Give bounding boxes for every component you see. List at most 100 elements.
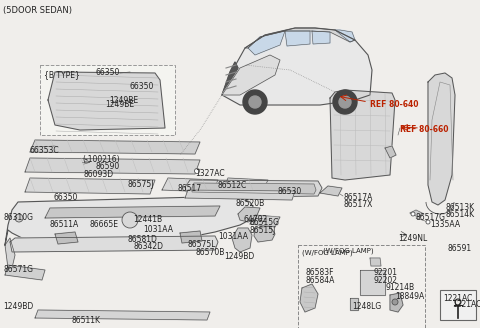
Text: 64702: 64702	[243, 215, 267, 224]
Text: {B TYPE}: {B TYPE}	[44, 70, 80, 79]
Text: 86515J: 86515J	[250, 226, 276, 235]
Polygon shape	[222, 55, 280, 95]
Text: 86511K: 86511K	[72, 316, 101, 325]
Text: 91214B: 91214B	[385, 283, 414, 292]
Text: 86581D: 86581D	[128, 235, 158, 244]
Polygon shape	[48, 72, 165, 130]
Text: 86575J: 86575J	[127, 180, 154, 189]
Polygon shape	[312, 31, 330, 44]
Polygon shape	[320, 186, 342, 196]
Text: 86513K: 86513K	[446, 203, 475, 212]
Bar	[40, 65, 175, 135]
Polygon shape	[232, 228, 252, 252]
Polygon shape	[5, 265, 45, 280]
Circle shape	[122, 212, 138, 228]
Text: 1031AA: 1031AA	[218, 232, 248, 241]
Polygon shape	[55, 232, 78, 244]
Text: 66353C: 66353C	[29, 146, 59, 155]
Text: 86517: 86517	[178, 184, 202, 193]
Polygon shape	[335, 30, 355, 42]
Text: 1249BD: 1249BD	[224, 252, 254, 261]
Text: 12441B: 12441B	[133, 215, 162, 224]
Polygon shape	[25, 158, 200, 174]
Text: 86517A: 86517A	[343, 193, 372, 202]
Text: 1327AC: 1327AC	[195, 169, 225, 178]
Circle shape	[249, 96, 261, 108]
Text: 1249BD: 1249BD	[3, 302, 33, 311]
Text: 86520B: 86520B	[235, 199, 264, 208]
Text: 86530: 86530	[278, 187, 302, 196]
Text: 1221AC: 1221AC	[443, 294, 472, 303]
Polygon shape	[360, 270, 385, 295]
Polygon shape	[410, 210, 424, 217]
Text: 86583F: 86583F	[305, 268, 334, 277]
Text: 86517X: 86517X	[343, 200, 372, 209]
Polygon shape	[350, 298, 358, 310]
Text: 66350: 66350	[130, 82, 155, 91]
Text: (W/FOG LAMP): (W/FOG LAMP)	[302, 249, 353, 256]
Polygon shape	[185, 190, 295, 200]
Text: 86512C: 86512C	[218, 181, 247, 190]
Polygon shape	[5, 238, 15, 268]
Polygon shape	[248, 31, 285, 55]
Polygon shape	[428, 73, 455, 205]
Polygon shape	[162, 178, 218, 192]
Text: 66350: 66350	[95, 68, 120, 77]
Polygon shape	[285, 31, 310, 46]
Circle shape	[243, 90, 267, 114]
Text: 1249BE: 1249BE	[109, 96, 138, 105]
Polygon shape	[370, 258, 381, 266]
Polygon shape	[185, 180, 322, 198]
Polygon shape	[25, 178, 155, 194]
Circle shape	[455, 299, 461, 305]
Text: 86584A: 86584A	[305, 276, 335, 285]
Polygon shape	[300, 284, 318, 312]
Circle shape	[15, 214, 23, 222]
Text: 86342D: 86342D	[134, 242, 164, 251]
Text: 86665E: 86665E	[90, 220, 119, 229]
Text: 86575L: 86575L	[188, 240, 216, 249]
Polygon shape	[245, 28, 355, 48]
Circle shape	[194, 169, 200, 174]
Polygon shape	[222, 62, 238, 95]
Polygon shape	[390, 293, 403, 312]
Polygon shape	[30, 140, 200, 154]
Text: 86093D: 86093D	[84, 170, 114, 179]
Text: (-100216): (-100216)	[82, 155, 120, 164]
Text: 1221AC: 1221AC	[452, 300, 480, 309]
Text: 86590: 86590	[95, 162, 119, 171]
Text: 86514K: 86514K	[446, 210, 475, 219]
Circle shape	[333, 90, 357, 114]
Polygon shape	[385, 146, 396, 158]
Bar	[298, 245, 425, 328]
Polygon shape	[5, 196, 255, 245]
Text: 66350: 66350	[54, 193, 78, 202]
Text: (5DOOR SEDAN): (5DOOR SEDAN)	[3, 6, 72, 15]
Polygon shape	[45, 206, 220, 218]
Polygon shape	[250, 215, 280, 227]
Text: 1249NL: 1249NL	[398, 234, 427, 243]
Text: 86571G: 86571G	[3, 265, 33, 274]
Text: 18849A: 18849A	[395, 292, 424, 301]
Polygon shape	[238, 207, 260, 222]
Text: 86310G: 86310G	[3, 213, 33, 222]
Circle shape	[392, 299, 398, 305]
Polygon shape	[330, 90, 395, 180]
Polygon shape	[35, 310, 210, 320]
Polygon shape	[10, 236, 218, 252]
Polygon shape	[180, 231, 202, 243]
Circle shape	[339, 96, 351, 108]
Polygon shape	[192, 183, 316, 194]
Text: 92201: 92201	[373, 268, 397, 277]
Text: (W/FOG LAMP): (W/FOG LAMP)	[323, 247, 373, 254]
Text: 86511A: 86511A	[50, 220, 79, 229]
Bar	[440, 290, 476, 320]
Polygon shape	[254, 226, 275, 242]
Circle shape	[411, 212, 415, 216]
Text: 86515G: 86515G	[250, 218, 280, 227]
Polygon shape	[222, 28, 372, 105]
Text: REF 80-660: REF 80-660	[400, 125, 448, 134]
Text: 1031AA: 1031AA	[143, 225, 173, 234]
Text: 86517G: 86517G	[415, 213, 445, 222]
Text: 1248LG: 1248LG	[352, 302, 381, 311]
